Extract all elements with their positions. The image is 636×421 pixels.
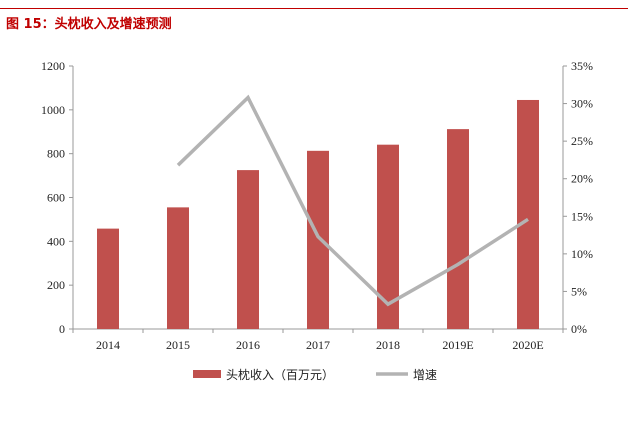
- bar: [377, 144, 399, 329]
- growth-line: [176, 94, 529, 307]
- legend-bar-label: 头枕收入（百万元）: [226, 367, 334, 382]
- bar: [447, 129, 469, 329]
- left-tick-label: 200: [47, 278, 65, 292]
- left-tick-label: 800: [47, 147, 65, 161]
- header-rule: [0, 8, 628, 9]
- right-tick-label: 30%: [571, 97, 593, 111]
- right-tick-label: 20%: [571, 172, 593, 186]
- x-tick-label: 2014: [96, 338, 120, 352]
- legend-bar-swatch: [193, 370, 221, 378]
- right-tick-label: 0%: [571, 322, 587, 336]
- right-tick-label: 10%: [571, 247, 593, 261]
- bar: [307, 150, 329, 329]
- figure-title: 图 15：头枕收入及增速预测: [6, 17, 172, 32]
- right-tick-label: 25%: [571, 134, 593, 148]
- left-tick-label: 0: [59, 322, 65, 336]
- x-tick-label: 2015: [166, 338, 190, 352]
- left-tick-label: 400: [47, 234, 65, 248]
- x-tick-label: 2020E: [512, 338, 543, 352]
- right-tick-label: 5%: [571, 284, 587, 298]
- left-tick-label: 1200: [41, 59, 65, 73]
- x-tick-label: 2017: [306, 338, 330, 352]
- x-tick-label: 2019E: [442, 338, 473, 352]
- bar: [237, 170, 259, 329]
- left-tick-label: 1000: [41, 103, 65, 117]
- x-tick-label: 2016: [236, 338, 260, 352]
- right-tick-label: 15%: [571, 209, 593, 223]
- legend-line-label: 增速: [413, 368, 437, 382]
- left-tick-label: 600: [47, 191, 65, 205]
- bar: [97, 228, 119, 329]
- bar: [517, 99, 539, 330]
- bar: [167, 207, 189, 329]
- right-tick-label: 35%: [571, 59, 593, 73]
- x-tick-label: 2018: [376, 338, 400, 352]
